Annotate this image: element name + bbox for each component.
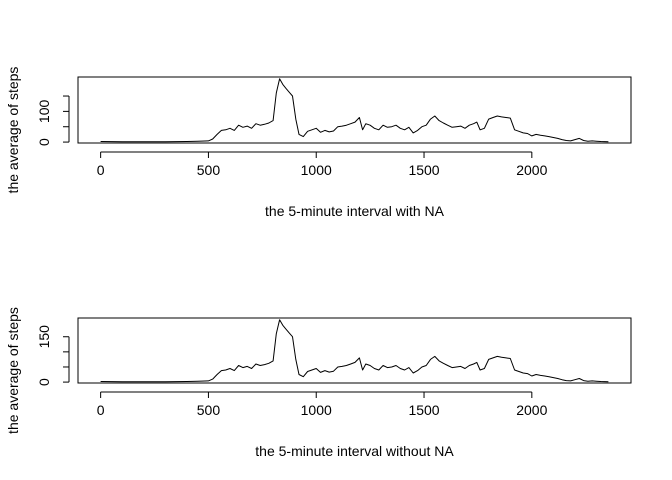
y-axis-title: the average of steps [5,307,21,434]
x-tick-label: 500 [197,162,221,178]
x-tick-label: 2000 [516,402,547,418]
x-axis-title: the 5-minute interval with NA [265,203,445,219]
x-tick-label: 1000 [301,162,332,178]
x-tick-label: 2000 [516,162,547,178]
y-tick-label: 0 [36,138,52,146]
x-tick-label: 1500 [408,162,439,178]
series-line [100,319,609,383]
y-tick-label: 100 [36,99,52,123]
plot-frame [77,76,632,144]
y-tick-label: 0 [36,378,52,386]
x-tick-label: 500 [197,402,221,418]
x-tick-label: 1000 [301,402,332,418]
plot-frame [77,317,632,384]
y-tick-label: 150 [36,325,52,349]
series-line [100,78,609,143]
chart-panel-1: 0 500 1000 1500 2000 0 100 the 5-minute interva… [5,67,632,219]
y-axis-title: the average of steps [5,67,21,194]
x-tick-label: 1500 [408,402,439,418]
x-tick-label: 0 [97,162,105,178]
x-tick-label: 0 [97,402,105,418]
x-axis-title: the 5-minute interval without NA [255,443,454,459]
chart-panel-2: 0 500 1000 1500 2000 0 150 the 5-minute interva… [5,307,632,459]
